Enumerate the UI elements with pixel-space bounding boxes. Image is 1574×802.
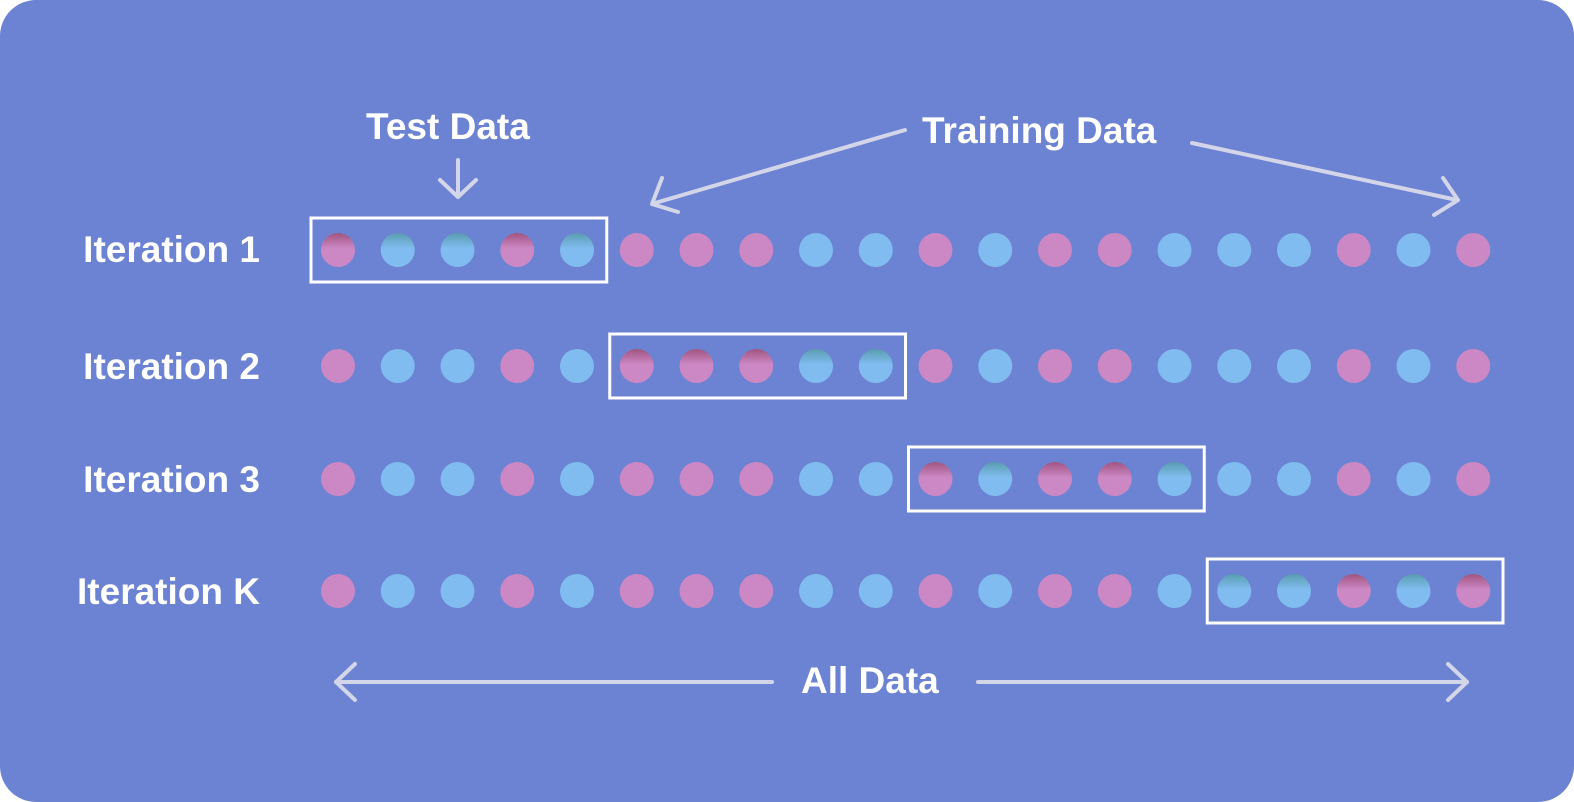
test-data-point-blue [978, 462, 1013, 496]
training-data-point-pink [1097, 574, 1132, 608]
all-data-label: All Data [801, 660, 939, 701]
training-data-point-pink [1336, 233, 1371, 267]
training-data-point-pink [500, 462, 535, 496]
training-data-point-pink [918, 349, 953, 383]
test-data-point-pink [321, 233, 355, 267]
training-data-point-blue [560, 349, 594, 383]
training-data-point-blue [858, 574, 893, 608]
training-data-point-pink [1336, 349, 1371, 383]
training-data-point-blue [1157, 349, 1192, 383]
training-data-point-pink [739, 574, 774, 608]
training-data-point-pink [321, 349, 355, 383]
training-data-point-pink [619, 462, 654, 496]
training-data-point-blue [380, 462, 415, 496]
training-data-point-pink [619, 574, 654, 608]
training-data-point-pink [500, 349, 535, 383]
test-data-point-pink [1097, 462, 1132, 496]
training-data-arrow-right [1190, 141, 1460, 217]
training-data-point-pink [679, 574, 714, 608]
test-data-point-pink [1038, 462, 1072, 496]
training-data-point-pink [918, 574, 953, 608]
training-data-point-pink [739, 233, 774, 267]
training-data-point-blue [1157, 233, 1192, 267]
training-data-point-blue [1277, 233, 1311, 267]
training-data-point-blue [978, 233, 1013, 267]
training-data-point-pink [1456, 233, 1491, 267]
training-data-label: Training Data [922, 110, 1157, 151]
test-data-point-blue [799, 349, 833, 383]
training-data-point-pink [1038, 574, 1072, 608]
test-data-point-pink [739, 349, 774, 383]
training-data-point-pink [1336, 462, 1371, 496]
iteration-label: Iteration 3 [83, 459, 260, 500]
training-data-point-blue [1396, 462, 1431, 496]
training-data-point-pink [500, 574, 535, 608]
test-data-point-pink [1336, 574, 1371, 608]
test-data-point-pink [619, 349, 654, 383]
training-data-point-blue [799, 574, 833, 608]
training-data-point-blue [978, 349, 1013, 383]
test-data-point-blue [560, 233, 594, 267]
training-data-point-pink [918, 233, 953, 267]
training-data-point-pink [619, 233, 654, 267]
training-data-point-pink [679, 462, 714, 496]
training-data-point-blue [380, 574, 415, 608]
iteration-label: Iteration 2 [83, 346, 260, 387]
training-data-point-blue [1396, 233, 1431, 267]
training-data-point-blue [1217, 349, 1252, 383]
training-data-point-blue [858, 462, 893, 496]
training-data-point-blue [440, 349, 475, 383]
training-data-point-blue [1277, 462, 1311, 496]
test-fold-box [907, 445, 1206, 513]
test-data-point-pink [500, 233, 535, 267]
training-data-point-blue [560, 574, 594, 608]
training-data-point-blue [440, 574, 475, 608]
training-data-point-blue [1277, 349, 1311, 383]
test-data-point-blue [1277, 574, 1311, 608]
training-data-point-pink [1456, 462, 1491, 496]
iteration-label: Iteration K [77, 571, 260, 612]
test-fold-box [608, 332, 907, 400]
training-data-point-blue [440, 462, 475, 496]
test-data-point-blue [380, 233, 415, 267]
training-data-point-pink [1038, 233, 1072, 267]
training-data-point-pink [1097, 349, 1132, 383]
training-data-arrow-left [650, 128, 907, 214]
test-data-point-pink [679, 349, 714, 383]
test-data-point-pink [1456, 574, 1491, 608]
training-data-point-blue [1396, 349, 1431, 383]
test-fold-box [1205, 557, 1505, 625]
training-data-point-pink [1038, 349, 1072, 383]
all-data-arrow-right [976, 662, 1469, 702]
training-data-point-blue [1217, 462, 1252, 496]
training-data-point-pink [739, 462, 774, 496]
training-data-point-blue [799, 233, 833, 267]
training-data-point-blue [380, 349, 415, 383]
training-data-point-pink [1097, 233, 1132, 267]
training-data-point-blue [858, 233, 893, 267]
test-data-point-blue [858, 349, 893, 383]
test-data-point-pink [918, 462, 953, 496]
training-data-point-blue [1157, 574, 1192, 608]
training-data-point-blue [978, 574, 1013, 608]
test-data-arrow [438, 158, 478, 199]
test-fold-box [309, 216, 609, 284]
training-data-point-pink [321, 462, 355, 496]
iteration-label: Iteration 1 [83, 229, 260, 270]
all-data-arrow-left [334, 662, 774, 702]
test-data-point-blue [1217, 574, 1252, 608]
training-data-point-blue [799, 462, 833, 496]
test-data-point-blue [1157, 462, 1192, 496]
training-data-point-pink [1456, 349, 1491, 383]
training-data-point-blue [560, 462, 594, 496]
training-data-point-pink [679, 233, 714, 267]
test-data-point-blue [1396, 574, 1431, 608]
test-data-point-blue [440, 233, 475, 267]
training-data-point-pink [321, 574, 355, 608]
test-data-label: Test Data [366, 106, 530, 147]
training-data-point-blue [1217, 233, 1252, 267]
